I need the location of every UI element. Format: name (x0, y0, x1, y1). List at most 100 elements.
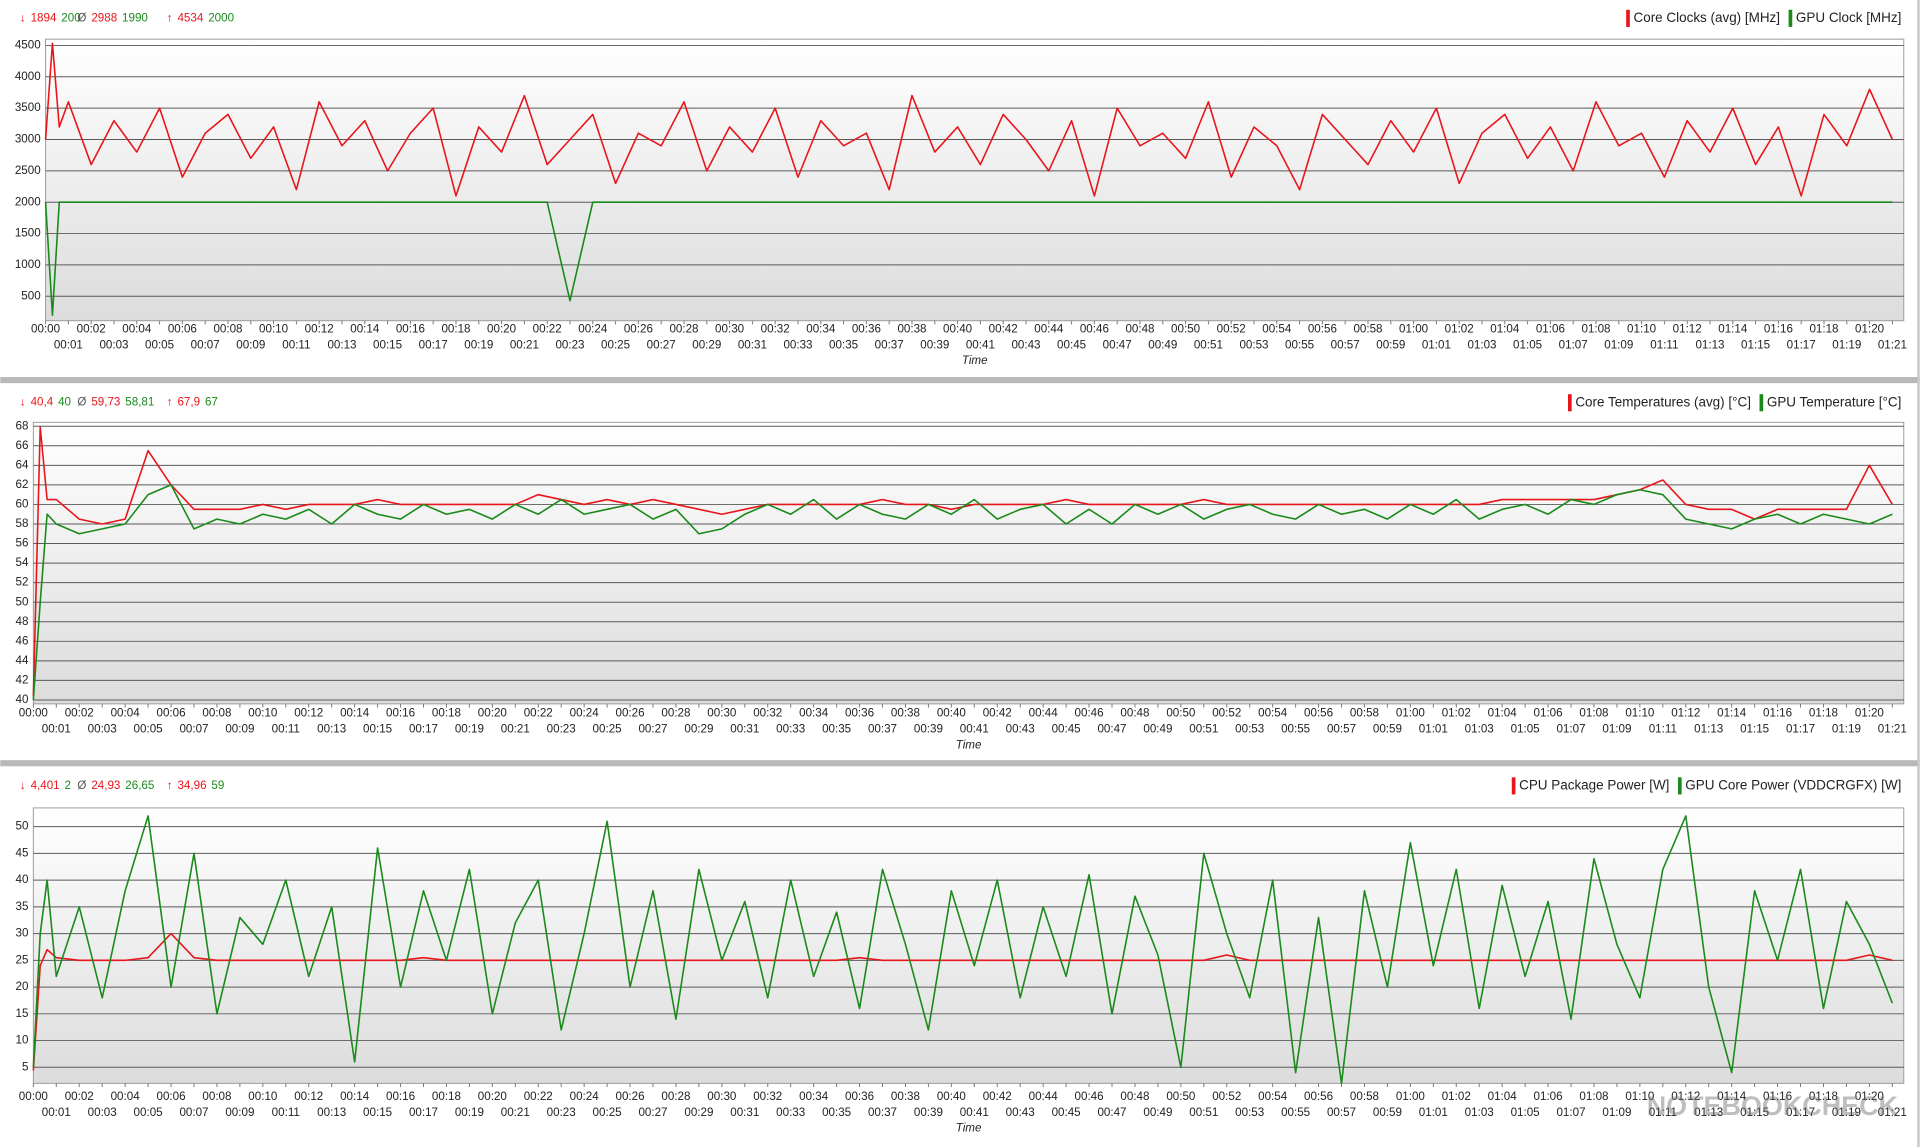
x-tick-label: 00:03 (88, 1106, 117, 1119)
legend-label: GPU Core Power (VDDCRGFX) [W] (1685, 777, 1901, 792)
y-tick-label: 500 (21, 289, 40, 302)
x-tick-label: 00:06 (168, 322, 197, 335)
x-tick-label: 00:27 (638, 723, 667, 736)
x-tick-label: 00:02 (77, 322, 106, 335)
series-line (32, 815, 1894, 1085)
x-tick-label: 01:08 (1579, 1090, 1608, 1103)
x-tick-label: 00:08 (213, 322, 242, 335)
x-tick-label: 00:02 (65, 1090, 94, 1103)
x-tick-label: 00:22 (533, 322, 562, 335)
y-tick-label: 2500 (15, 164, 41, 177)
x-tick-label: 00:12 (294, 707, 323, 720)
x-tick-label: 00:35 (829, 338, 858, 351)
x-tick-label: 00:49 (1148, 338, 1177, 351)
x-tick-label: 00:40 (937, 1090, 966, 1103)
y-tick-label: 58 (16, 517, 29, 530)
x-tick-label: 01:16 (1763, 1090, 1792, 1103)
x-tick-label: 01:17 (1786, 723, 1815, 736)
x-tick-label: 00:19 (455, 723, 484, 736)
x-tick-label: 00:42 (983, 1090, 1012, 1103)
legend-label: Core Clocks (avg) [MHz] (1634, 10, 1781, 25)
x-tick-label: 00:47 (1097, 1106, 1126, 1119)
x-tick-label: 00:01 (42, 1106, 71, 1119)
x-tick-label: 01:20 (1855, 322, 1884, 335)
y-tick-label: 35 (16, 900, 29, 913)
x-tick-label: 00:57 (1331, 338, 1360, 351)
x-tick-label: 00:23 (555, 338, 584, 351)
x-tick-label: 00:28 (669, 322, 698, 335)
x-tick-label: 00:02 (65, 707, 94, 720)
x-tick-label: 01:01 (1419, 723, 1448, 736)
stat-symbol: ↑ (167, 11, 173, 24)
x-tick-label: 01:07 (1559, 338, 1588, 351)
x-tick-label: 00:45 (1052, 723, 1081, 736)
stat-value: 26,65 (125, 779, 154, 792)
x-axis-label: Time (956, 1122, 982, 1135)
x-tick-label: 00:51 (1189, 1106, 1218, 1119)
y-tick-label: 3500 (15, 101, 41, 114)
y-tick-label: 4500 (15, 39, 41, 52)
x-tick-label: 01:05 (1511, 1106, 1540, 1119)
x-tick-label: 00:48 (1125, 322, 1154, 335)
x-tick-label: 00:17 (409, 723, 438, 736)
x-tick-label: 00:36 (852, 322, 881, 335)
x-tick-label: 01:04 (1490, 322, 1520, 335)
x-tick-label: 01:09 (1604, 338, 1633, 351)
x-tick-label: 01:10 (1625, 1090, 1654, 1103)
x-tick-label: 00:27 (647, 338, 676, 351)
x-tick-label: 00:21 (501, 1106, 530, 1119)
y-tick-label: 45 (16, 846, 29, 859)
x-tick-label: 00:18 (432, 1090, 461, 1103)
x-tick-label: 00:40 (937, 707, 966, 720)
stat-value: 24,93 (91, 779, 120, 792)
stat-value: 2 (65, 779, 71, 792)
x-tick-label: 00:00 (19, 1090, 48, 1103)
x-tick-label: 00:25 (593, 723, 622, 736)
x-tick-label: 00:22 (524, 707, 553, 720)
x-tick-label: 00:09 (236, 338, 265, 351)
x-tick-label: 00:54 (1262, 322, 1292, 335)
x-tick-label: 01:19 (1832, 338, 1861, 351)
stat-value: 2988 (91, 11, 117, 24)
legend-swatch (1788, 9, 1793, 27)
x-tick-label: 00:14 (340, 707, 370, 720)
x-tick-label: 00:35 (822, 723, 851, 736)
x-tick-label: 01:11 (1650, 338, 1678, 351)
x-tick-label: 00:55 (1281, 723, 1310, 736)
x-tick-label: 00:42 (983, 707, 1012, 720)
x-tick-label: 00:11 (282, 338, 310, 351)
series-line (44, 42, 1894, 197)
y-tick-label: 50 (16, 595, 29, 608)
x-tick-label: 00:59 (1376, 338, 1405, 351)
x-tick-label: 00:55 (1281, 1106, 1310, 1119)
x-tick-label: 01:01 (1422, 338, 1451, 351)
x-tick-label: 00:13 (317, 723, 346, 736)
panel-separator (0, 760, 1920, 767)
x-tick-label: 00:29 (684, 1106, 713, 1119)
x-tick-label: 00:58 (1353, 322, 1382, 335)
y-tick-label: 52 (16, 576, 29, 589)
stat: ↓ 4,401 2 (20, 779, 71, 792)
panel-separator (0, 377, 1920, 384)
x-tick-label: 01:09 (1602, 1106, 1631, 1119)
x-tick-label: 00:53 (1235, 1106, 1264, 1119)
x-tick-label: 00:29 (692, 338, 721, 351)
y-tick-label: 1500 (15, 227, 41, 240)
stat: Ø 2988 1990 (77, 11, 147, 24)
y-tick-label: 4000 (15, 70, 41, 83)
x-tick-label: 00:31 (730, 1106, 759, 1119)
x-tick-label: 01:13 (1695, 338, 1724, 351)
y-tick-label: 60 (16, 498, 29, 511)
x-tick-label: 00:05 (134, 723, 163, 736)
x-tick-label: 00:04 (111, 707, 141, 720)
x-tick-label: 01:17 (1787, 338, 1816, 351)
stat-value: 4534 (177, 11, 203, 24)
x-tick-label: 01:18 (1809, 1090, 1838, 1103)
x-tick-label: 00:48 (1120, 707, 1149, 720)
x-tick-label: 00:48 (1120, 1090, 1149, 1103)
x-tick-label: 00:15 (363, 723, 392, 736)
y-tick-label: 68 (16, 419, 29, 432)
x-tick-label: 00:07 (179, 1106, 208, 1119)
x-tick-label: 00:07 (179, 723, 208, 736)
x-tick-label: 00:14 (340, 1090, 370, 1103)
